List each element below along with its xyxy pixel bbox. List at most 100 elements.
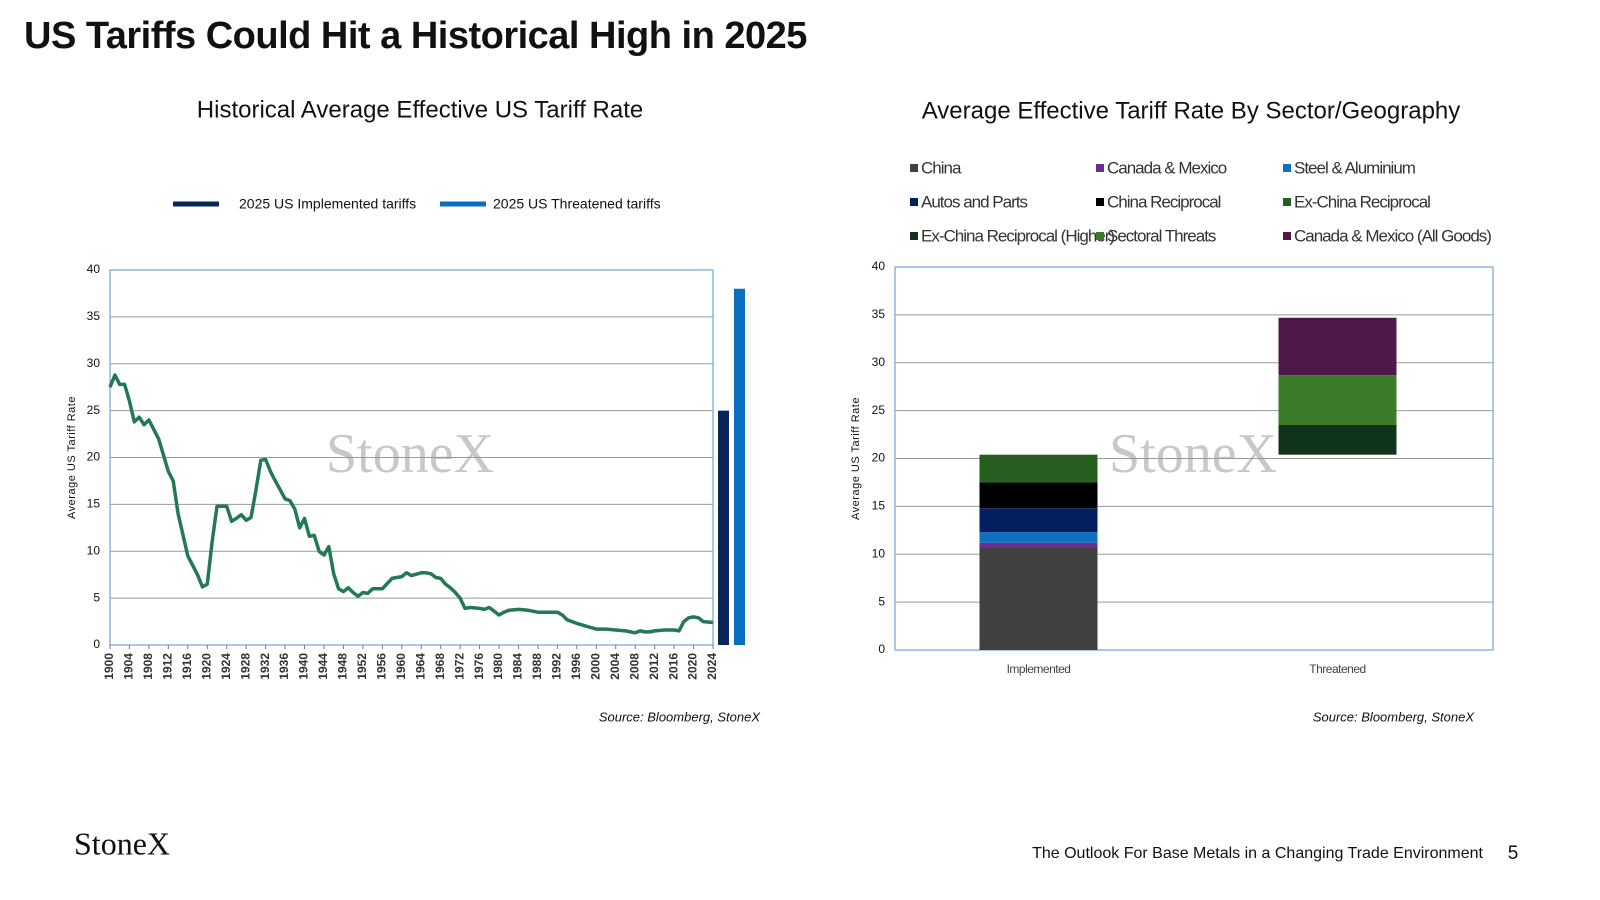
y-tick-label: 30 [872, 355, 886, 369]
legend-label: Steel & Aluminium [1294, 158, 1416, 177]
legend-swatch [1096, 198, 1104, 206]
x-tick-label: 2016 [666, 653, 680, 680]
legend-label: China [921, 158, 962, 177]
y-tick-label: 0 [878, 642, 885, 656]
bar-segment [979, 508, 1098, 533]
x-tick-label: 1960 [394, 653, 408, 680]
x-tick-label: 1996 [569, 653, 583, 680]
y-tick-label: 30 [87, 356, 101, 370]
x-tick-label: 1968 [433, 653, 447, 680]
source-note: Source: Bloomberg, StoneX [599, 709, 761, 724]
legend-swatch [910, 198, 918, 206]
x-tick-label: 1972 [452, 653, 466, 680]
plot-border [109, 269, 714, 646]
chart-watermark: StoneX [326, 423, 494, 485]
x-tick-label: 1928 [238, 653, 252, 680]
plot-border [894, 266, 1494, 651]
x-tick-label: 1912 [161, 653, 175, 680]
bar-segment [979, 542, 1098, 548]
x-tick-label: 2012 [647, 653, 661, 680]
page-number: 5 [1508, 843, 1519, 864]
x-tick-label: Implemented [1007, 662, 1071, 676]
y-axis-label: Average US Tariff Rate [850, 397, 862, 520]
x-tick-label: 1924 [219, 653, 233, 680]
y-tick-label: 5 [878, 594, 885, 608]
legend-label: Autos and Parts [921, 192, 1027, 211]
x-tick-label: 2000 [588, 653, 602, 680]
y-tick-label: 10 [872, 546, 886, 560]
x-tick-label: 1984 [511, 653, 525, 680]
bar-segment [1278, 317, 1397, 376]
x-tick-label: 1964 [413, 653, 427, 680]
y-tick-label: 20 [87, 450, 101, 464]
legend-label: Ex-China Reciprocal [1294, 192, 1430, 211]
legend-swatch [1283, 164, 1291, 172]
bar-segment [1278, 375, 1397, 425]
bar [718, 410, 729, 645]
x-tick-label: 2024 [705, 653, 719, 680]
x-tick-label: 1948 [336, 653, 350, 680]
x-tick-label: 1920 [199, 653, 213, 680]
y-axis-label: Average US Tariff Rate [66, 396, 78, 519]
y-tick-label: 35 [87, 309, 101, 323]
y-tick-label: 25 [87, 403, 101, 417]
source-note: Source: Bloomberg, StoneX [1313, 709, 1475, 724]
legend-label: Sectoral Threats [1107, 226, 1216, 245]
x-tick-label: 1988 [530, 653, 544, 680]
legend-label: Ex-China Reciprocal (Higher) [921, 226, 1114, 245]
footer-text: The Outlook For Base Metals in a Changin… [1032, 845, 1483, 862]
x-tick-label: 1904 [122, 653, 136, 680]
legend-label: 2025 US Threatened tariffs [493, 196, 661, 212]
slide-title: US Tariffs Could Hit a Historical High i… [24, 15, 807, 57]
x-tick-label: 1916 [180, 653, 194, 680]
y-tick-label: 40 [872, 259, 886, 273]
legend-swatch [1283, 232, 1291, 240]
legend-label: 2025 US Implemented tariffs [239, 196, 416, 212]
x-tick-label: 1908 [141, 653, 155, 680]
x-tick-label: 1936 [277, 653, 291, 680]
legend-label: Canada & Mexico [1107, 158, 1227, 177]
legend-label: China Reciprocal [1107, 192, 1221, 211]
x-tick-label: 1932 [258, 653, 272, 680]
x-tick-label: 1980 [491, 653, 505, 680]
chart-watermark: StoneX [1109, 423, 1277, 485]
bar [734, 288, 745, 645]
y-tick-label: 35 [872, 307, 886, 321]
y-tick-label: 5 [93, 590, 100, 604]
footer-logo: StoneX [74, 825, 170, 861]
chart-title: Average Effective Tariff Rate By Sector/… [922, 97, 1461, 124]
x-tick-label: 1956 [374, 653, 388, 680]
x-tick-label: 2008 [627, 653, 641, 680]
y-tick-label: 25 [872, 403, 886, 417]
y-tick-label: 40 [87, 262, 101, 276]
x-tick-label: 1940 [297, 653, 311, 680]
y-tick-label: 10 [87, 543, 101, 557]
legend-swatch [910, 164, 918, 172]
x-tick-label: 2020 [686, 653, 700, 680]
legend-label: Canada & Mexico (All Goods) [1294, 226, 1491, 245]
y-tick-label: 20 [872, 451, 886, 465]
bar-segment [979, 482, 1098, 509]
chart-title: Historical Average Effective US Tariff R… [197, 96, 643, 123]
bar-segment [979, 547, 1098, 650]
x-tick-label: 1992 [550, 653, 564, 680]
x-tick-label: 1900 [102, 653, 116, 680]
bar-segment [979, 454, 1098, 483]
x-tick-label: 2004 [608, 653, 622, 680]
legend-swatch [1283, 198, 1291, 206]
x-tick-label: 1976 [472, 653, 486, 680]
legend-swatch [1096, 164, 1104, 172]
bar-segment [979, 532, 1098, 543]
y-tick-label: 15 [872, 499, 886, 513]
x-tick-label: 1944 [316, 653, 330, 680]
x-tick-label: Threatened [1309, 662, 1365, 676]
y-tick-label: 15 [87, 497, 101, 511]
legend-swatch [910, 232, 918, 240]
x-tick-label: 1952 [355, 653, 369, 680]
y-tick-label: 0 [93, 637, 100, 651]
line-series [108, 373, 714, 635]
bar-segment [1278, 424, 1397, 455]
legend-swatch [1096, 232, 1104, 240]
